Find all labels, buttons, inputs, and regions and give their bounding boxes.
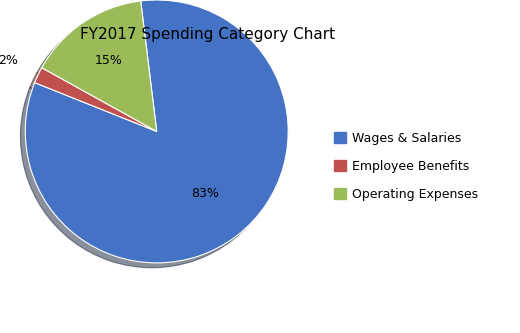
Text: 2%: 2% [0,55,18,68]
Text: 83%: 83% [191,187,219,200]
Wedge shape [25,0,288,263]
Wedge shape [42,1,157,132]
Text: FY2017 Spending Category Chart: FY2017 Spending Category Chart [81,27,335,42]
Wedge shape [35,68,157,132]
Text: 15%: 15% [95,54,123,67]
Legend: Wages & Salaries, Employee Benefits, Operating Expenses: Wages & Salaries, Employee Benefits, Ope… [329,127,484,206]
